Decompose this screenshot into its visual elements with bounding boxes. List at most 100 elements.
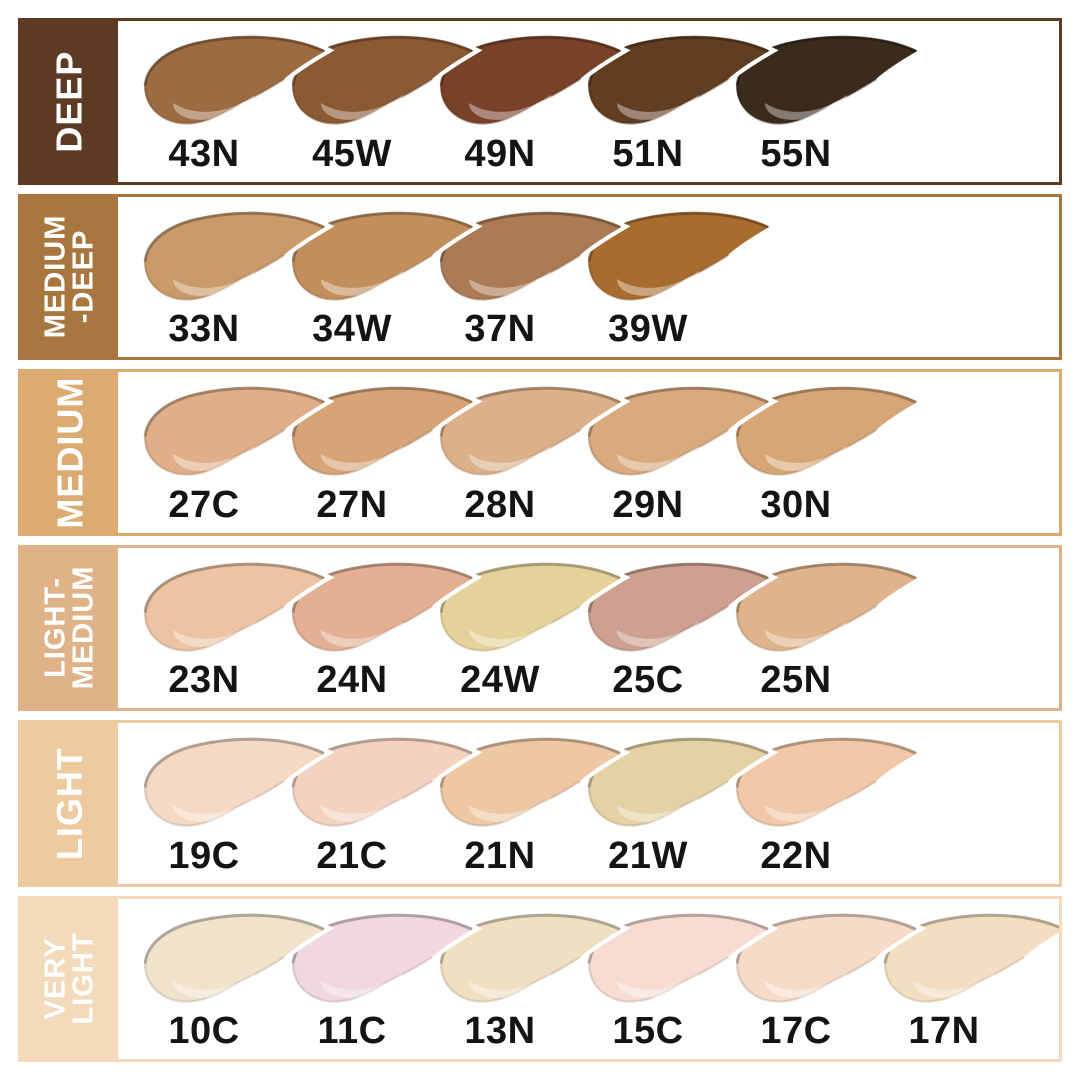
shade-swatch-37n: 37N bbox=[426, 197, 631, 358]
shade-swatch-24w: 24W bbox=[426, 548, 631, 709]
shade-swatch-43n: 43N bbox=[130, 21, 335, 182]
shade-code-label: 39W bbox=[608, 308, 688, 350]
foundation-smear-icon bbox=[732, 909, 927, 1006]
shade-rows-container: DEEP 43N 45W 49N bbox=[18, 18, 1062, 1062]
shade-code-label: 25N bbox=[760, 659, 832, 701]
shade-swatch-11c: 11C bbox=[278, 899, 483, 1060]
foundation-smear-icon bbox=[732, 558, 927, 655]
shade-code-label: 23N bbox=[168, 659, 240, 701]
shade-swatch-27c: 27C bbox=[130, 372, 335, 533]
foundation-smear-icon bbox=[140, 32, 335, 128]
shade-swatch-30n: 30N bbox=[722, 372, 927, 533]
shade-swatch-25c: 25C bbox=[574, 548, 779, 709]
row-category-label: VERY LIGHT bbox=[39, 932, 100, 1025]
foundation-smear-icon bbox=[436, 383, 631, 479]
foundation-smear-icon bbox=[288, 207, 483, 304]
row-swatches: 10C 11C 13N 15C bbox=[118, 898, 1059, 1060]
shade-swatch-22n: 22N bbox=[722, 723, 927, 884]
shade-code-label: 24N bbox=[316, 659, 388, 701]
row-category-label-line: MEDIUM bbox=[67, 565, 100, 690]
shade-code-label: 43N bbox=[168, 132, 240, 175]
shade-code-label: 51N bbox=[612, 132, 684, 175]
row-category-label-line: MEDIUM bbox=[48, 376, 90, 529]
foundation-smear-icon bbox=[436, 909, 631, 1006]
foundation-smear-icon bbox=[584, 558, 779, 655]
shade-code-label: 30N bbox=[760, 483, 832, 526]
foundation-smear-icon bbox=[140, 734, 335, 830]
shade-swatch-45w: 45W bbox=[278, 21, 483, 182]
foundation-smear-icon bbox=[140, 207, 335, 304]
shade-swatch-28n: 28N bbox=[426, 372, 631, 533]
shade-row-very-light: VERY LIGHT 10C 11C 13N bbox=[18, 895, 1062, 1062]
row-swatches: 27C 27N 28N 29N bbox=[118, 372, 1059, 533]
shade-swatch-21w: 21W bbox=[574, 723, 779, 884]
foundation-smear-icon bbox=[584, 734, 779, 830]
row-category-label-line: DEEP bbox=[48, 50, 90, 153]
shade-row-medium: MEDIUM 27C 27N 28N bbox=[18, 369, 1062, 536]
shade-row-medium-deep: MEDIUM -DEEP 33N 34W 37N bbox=[18, 193, 1062, 360]
foundation-smear-icon bbox=[288, 734, 483, 830]
shade-swatch-33n: 33N bbox=[130, 197, 335, 358]
foundation-smear-icon bbox=[288, 383, 483, 479]
foundation-smear-icon bbox=[140, 909, 335, 1006]
foundation-smear-icon bbox=[732, 32, 927, 128]
row-category-label: MEDIUM bbox=[48, 376, 90, 529]
shade-swatch-49n: 49N bbox=[426, 21, 631, 182]
foundation-smear-icon bbox=[436, 207, 631, 304]
shade-code-label: 15C bbox=[612, 1010, 684, 1052]
row-category-label-line: MEDIUM bbox=[39, 214, 72, 339]
shade-swatch-29n: 29N bbox=[574, 372, 779, 533]
shade-code-label: 34W bbox=[312, 308, 392, 350]
shade-swatch-17c: 17C bbox=[722, 899, 927, 1060]
foundation-smear-icon bbox=[140, 383, 335, 479]
shade-swatch-27n: 27N bbox=[278, 372, 483, 533]
shade-swatch-25n: 25N bbox=[722, 548, 927, 709]
foundation-smear-icon bbox=[584, 383, 779, 479]
shade-code-label: 17N bbox=[908, 1010, 980, 1052]
shade-row-light-medium: LIGHT- MEDIUM 23N 24N 24W bbox=[18, 544, 1062, 711]
row-category-sidebar: MEDIUM bbox=[21, 372, 118, 533]
shade-row-deep: DEEP 43N 45W 49N bbox=[18, 18, 1062, 185]
shade-code-label: 55N bbox=[760, 132, 832, 175]
row-swatches: 43N 45W 49N 51N bbox=[118, 21, 1059, 182]
shade-code-label: 33N bbox=[168, 308, 240, 350]
row-category-sidebar: DEEP bbox=[21, 21, 118, 182]
row-swatches: 33N 34W 37N 39W bbox=[118, 196, 1059, 358]
shade-code-label: 19C bbox=[168, 834, 240, 877]
shade-swatch-55n: 55N bbox=[722, 21, 927, 182]
shade-code-label: 27N bbox=[316, 483, 388, 526]
shade-code-label: 27C bbox=[168, 483, 240, 526]
row-category-label: LIGHT bbox=[49, 747, 90, 860]
shade-code-label: 49N bbox=[464, 132, 536, 175]
row-category-label-line: LIGHT bbox=[67, 932, 100, 1025]
row-swatches: 19C 21C 21N 21W bbox=[118, 723, 1059, 884]
row-category-sidebar: LIGHT bbox=[21, 723, 118, 884]
row-category-sidebar: MEDIUM -DEEP bbox=[21, 196, 118, 357]
row-swatches: 23N 24N 24W 25C bbox=[118, 547, 1059, 709]
shade-swatch-34w: 34W bbox=[278, 197, 483, 358]
shade-swatch-17n: 17N bbox=[870, 899, 1059, 1060]
foundation-smear-icon bbox=[732, 383, 927, 479]
foundation-smear-icon bbox=[732, 734, 927, 830]
shade-swatch-23n: 23N bbox=[130, 548, 335, 709]
shade-code-label: 25C bbox=[612, 659, 684, 701]
shade-swatch-21c: 21C bbox=[278, 723, 483, 884]
row-category-label: LIGHT- MEDIUM bbox=[39, 565, 100, 690]
shade-swatch-10c: 10C bbox=[130, 899, 335, 1060]
row-category-sidebar: LIGHT- MEDIUM bbox=[21, 547, 118, 708]
foundation-smear-icon bbox=[880, 909, 1059, 1006]
foundation-smear-icon bbox=[584, 909, 779, 1006]
row-category-label: DEEP bbox=[48, 50, 90, 153]
shade-code-label: 13N bbox=[464, 1010, 536, 1052]
shade-code-label: 29N bbox=[612, 483, 684, 526]
shade-code-label: 22N bbox=[760, 834, 832, 877]
shade-code-label: 24W bbox=[460, 659, 540, 701]
shade-code-label: 10C bbox=[168, 1010, 240, 1052]
shade-swatch-15c: 15C bbox=[574, 899, 779, 1060]
row-category-label-line: LIGHT- bbox=[39, 577, 72, 679]
row-category-label: MEDIUM -DEEP bbox=[39, 214, 100, 339]
foundation-smear-icon bbox=[436, 32, 631, 128]
row-category-label-line: -DEEP bbox=[67, 229, 100, 324]
shade-code-label: 11C bbox=[317, 1010, 387, 1052]
